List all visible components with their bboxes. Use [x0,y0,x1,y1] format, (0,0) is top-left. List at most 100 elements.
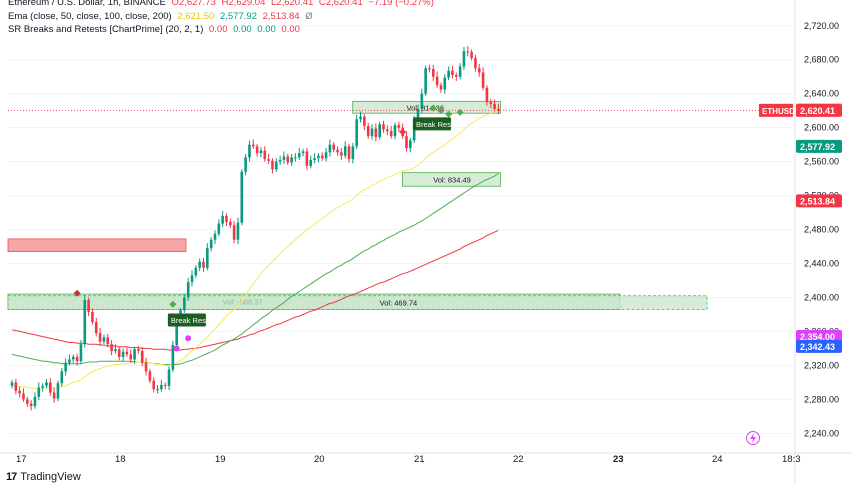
legend-ema-row[interactable]: Ema (close, 50, close, 100, close, 200) … [8,11,316,22]
axis-price-label-bg [796,194,842,208]
candle-body [386,129,389,132]
candle-body [229,221,232,226]
candle-body [393,125,397,137]
x-tick-label: 21 [414,454,425,465]
candle-body [282,156,286,160]
candle-body [470,52,473,59]
candle-body [397,125,401,128]
watermark-text: TradingView [20,471,81,483]
signal-diamond [73,289,81,297]
candle-body [420,93,424,109]
legend-sr-value-2: 0.00 [233,24,252,35]
candle-body [91,311,94,323]
candle-body [363,116,366,126]
candle-body [454,75,458,77]
y-tick-label: 2,280.00 [804,394,839,404]
candle-body [458,66,462,77]
legend-ema200-value: 2,513.84 [262,11,300,22]
candle-body [435,76,439,86]
candle-body [14,382,18,391]
legend-ema50-value: 2,621.50 [177,11,215,22]
candle-body [171,345,175,370]
axis-price-label: 2,342.43 [800,342,835,352]
signal-dot [173,345,180,352]
y-tick-label: 2,640.00 [804,89,839,99]
signal-diamond [169,300,177,308]
candle-body [485,87,489,103]
legend-sr-name: SR Breaks and Retests [ChartPrime] (20, … [8,24,204,35]
candle-body [186,282,190,298]
candle-body [75,356,79,362]
candle-body [313,158,316,160]
x-tick-label: 18 [115,454,126,465]
candle-body [190,275,194,283]
legend-symbol-row: Ethereum / U.S. Dollar, 1h, BINANCE O2,6… [8,0,437,8]
candle-body [297,153,301,158]
candle-body [497,108,500,111]
legend-ema-name: Ema (close, 50, close, 100, close, 200) [8,11,172,22]
candle-body [18,390,21,394]
candle-body [332,144,336,150]
ethusd-tag: ETHUSD [762,107,795,116]
candle-body [259,150,263,154]
candle-body [140,350,144,363]
zone-volume-label: Vol: 814.36 [406,103,444,112]
candle-body [152,380,156,390]
sr-zone [7,295,708,310]
candle-body [209,239,213,249]
candle-body [56,383,60,399]
candle-body [248,144,251,158]
candle-body [29,403,33,407]
candle-body [79,344,83,362]
axis-price-label-bg [796,139,842,153]
legend-close: C2,620.41 [318,0,363,8]
candle-body [41,385,44,388]
ethusd-tag-bg [759,103,793,117]
axis-price-label-bg [796,330,842,344]
legend-sr-row[interactable]: SR Breaks and Retests [ChartPrime] (20, … [8,24,303,35]
candle-body [443,77,447,90]
zone-volume-label: Vol: 834.49 [433,175,471,184]
candle-body [320,155,324,159]
candle-body [290,157,293,163]
candle-body [278,159,282,162]
break-res-label: Break Res [171,316,206,325]
axis-price-label: 2,354.00 [800,332,835,342]
x-tick-label: 20 [314,454,325,465]
axis-price-label-bg [796,339,842,353]
axis-price-label-bg [796,103,842,117]
candle-body [98,333,102,342]
candle-body [236,222,240,240]
ema50-line [12,108,499,389]
candle-body [45,382,48,386]
signal-dot [185,335,192,342]
hide-icon[interactable]: Ø [305,11,313,22]
candle-body [52,392,56,399]
candle-body [156,389,159,391]
candle-body [416,108,420,120]
candle-body [366,125,370,137]
candle-body [160,384,163,390]
candle-body [251,144,255,147]
resistance-zone-red [7,238,187,253]
candle-body [144,362,148,372]
zone-volume-label: Vol: 469.74 [380,299,418,308]
candle-body [286,156,290,163]
candle-body [382,124,385,130]
candle-body [370,128,374,137]
ema200-line [11,229,499,351]
candle-body [26,399,29,404]
candle-body [217,223,221,234]
y-tick-label: 2,600.00 [804,123,839,133]
candle-body [271,160,274,170]
candle-body [121,351,125,357]
candle-body [351,146,355,160]
candle-body [194,267,198,276]
candle-body [428,68,431,70]
y-tick-label: 2,400.00 [804,292,839,302]
legend-symbol: Ethereum / U.S. Dollar, 1h, BINANCE [8,0,166,8]
candle-body [117,349,121,357]
candle-body [274,161,278,170]
candle-body [213,233,217,240]
